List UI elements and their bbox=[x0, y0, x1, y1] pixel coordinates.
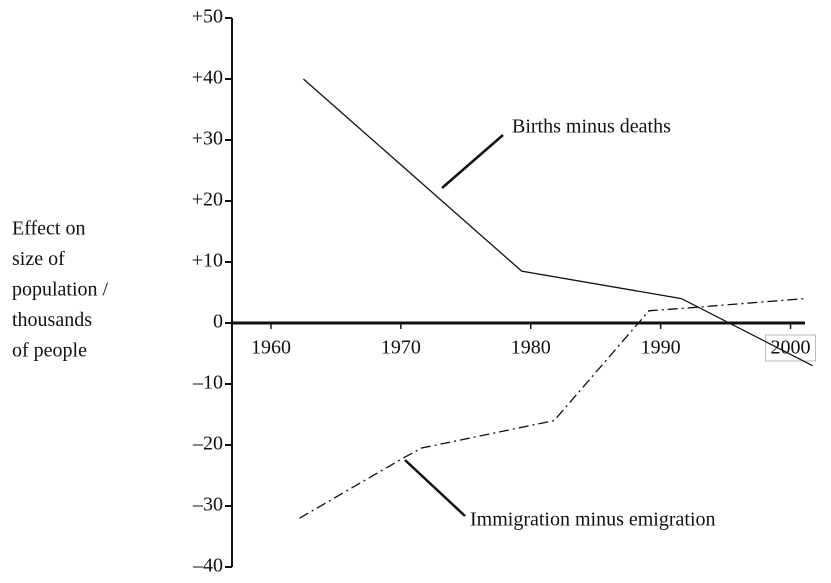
y-tick-label: +50 bbox=[192, 6, 223, 28]
y-axis-label: of people bbox=[12, 340, 87, 362]
series-label: Births minus deaths bbox=[512, 116, 671, 138]
x-tick-label: 1980 bbox=[511, 337, 551, 359]
y-tick-label: 0 bbox=[213, 311, 223, 333]
y-tick-label: +20 bbox=[192, 189, 223, 211]
y-tick-label: –10 bbox=[192, 372, 223, 394]
y-tick-label: –40 bbox=[192, 555, 223, 577]
x-tick-label: 2000 bbox=[771, 337, 811, 359]
leader-line bbox=[441, 134, 504, 189]
y-tick-label: –30 bbox=[192, 494, 223, 516]
data-line bbox=[303, 78, 813, 367]
y-axis-label: thousands bbox=[12, 309, 92, 331]
x-tick-label: 1990 bbox=[641, 337, 681, 359]
series-label: Immigration minus emigration bbox=[470, 509, 716, 531]
data-line bbox=[299, 297, 805, 519]
y-tick-label: +30 bbox=[192, 128, 223, 150]
y-tick-label: +10 bbox=[192, 250, 223, 272]
y-axis-label: size of bbox=[12, 248, 65, 270]
x-tick-label: 1960 bbox=[251, 337, 291, 359]
y-axis-label: Effect on bbox=[12, 218, 86, 240]
y-axis-label: population / bbox=[12, 279, 109, 301]
leader-line bbox=[404, 459, 466, 517]
y-tick-label: +40 bbox=[192, 67, 223, 89]
x-tick-label: 1970 bbox=[381, 337, 421, 359]
label-box bbox=[765, 334, 817, 362]
y-tick-label: –20 bbox=[192, 433, 223, 455]
